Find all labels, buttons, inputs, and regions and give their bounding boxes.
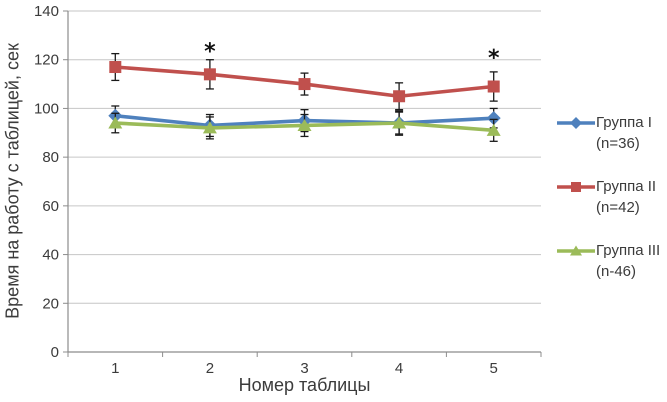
y-tick-label: 20	[42, 295, 59, 312]
x-axis-title: Номер таблицы	[238, 375, 371, 395]
y-tick-label: 140	[34, 3, 59, 20]
y-tick-label: 100	[34, 100, 59, 117]
triangle-marker-icon	[108, 116, 123, 129]
legend-sample-size: (n=42)	[596, 199, 640, 216]
triangle-marker-icon	[202, 121, 217, 134]
legend-diamond-icon	[557, 117, 595, 129]
significance-asterisk: *	[204, 40, 216, 65]
square-marker-icon	[298, 78, 311, 91]
significance-asterisk: *	[488, 46, 500, 71]
legend-item-2: Группа II (n=42)	[556, 176, 660, 218]
square-marker-icon	[571, 182, 581, 192]
legend-text: Группа II (n=42)	[596, 176, 656, 218]
square-marker-icon	[487, 80, 500, 93]
legend-series-name: Группа II	[596, 178, 657, 195]
triangle-marker-icon	[297, 118, 312, 131]
triangle-marker-icon	[392, 116, 407, 129]
legend-sample-size: (n=36)	[596, 135, 640, 152]
y-tick-label: 60	[42, 198, 59, 215]
triangle-marker-icon	[570, 245, 582, 256]
series-2-square	[109, 52, 500, 111]
legend-text: Группа III (n-46)	[596, 240, 660, 282]
legend-series-name: Группа I	[596, 114, 652, 131]
legend-sample-size: (n-46)	[596, 263, 637, 280]
legend: Группа I (n=36) Группа II (n=42) Группа III (…	[556, 112, 660, 282]
square-marker-icon	[393, 90, 406, 103]
legend-item-1: Группа I (n=36)	[556, 112, 660, 154]
legend-square-icon	[557, 182, 595, 192]
legend-series-name: Группа III	[596, 242, 661, 259]
legend-text: Группа I (n=36)	[596, 112, 652, 154]
x-tick-label: 3	[300, 360, 308, 377]
x-tick-label: 1	[111, 360, 119, 377]
y-axis-title: Время на работу с таблицей, сек	[2, 43, 23, 319]
legend-item-3: Группа III (n-46)	[556, 240, 660, 282]
square-marker-icon	[203, 68, 216, 81]
diamond-marker-icon	[570, 117, 582, 129]
legend-triangle-icon	[557, 245, 595, 256]
y-tick-label: 80	[42, 149, 59, 166]
y-tick-label: 0	[51, 344, 59, 361]
x-tick-label: 4	[395, 360, 403, 377]
triangle-marker-icon	[486, 123, 501, 136]
square-marker-icon	[109, 61, 122, 74]
series-3-triangle	[108, 110, 501, 142]
x-tick-label: 2	[206, 360, 214, 377]
diamond-marker-icon	[486, 111, 501, 126]
y-tick-label: 120	[34, 52, 59, 69]
x-tick-label: 5	[490, 360, 498, 377]
y-tick-label: 40	[42, 247, 59, 264]
